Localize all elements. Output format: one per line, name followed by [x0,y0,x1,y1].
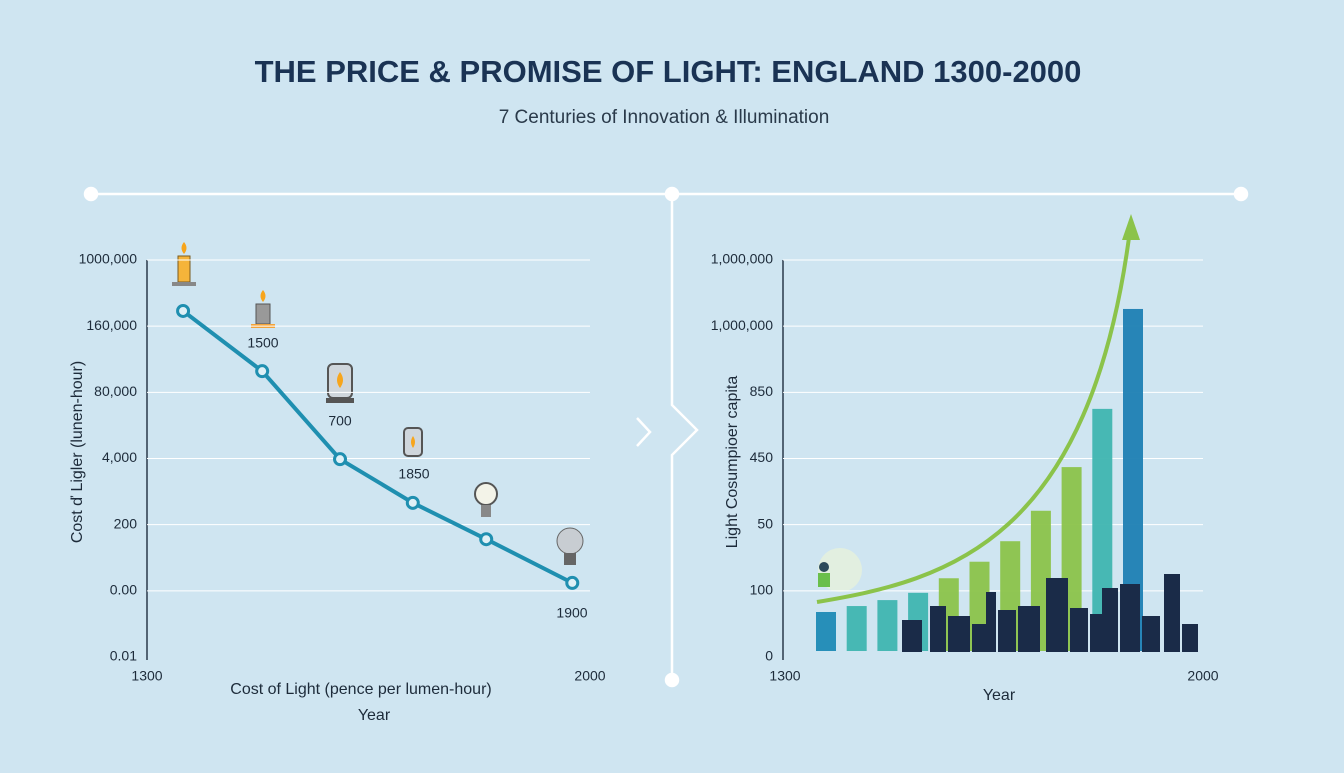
building [1120,584,1140,652]
point [565,575,580,590]
building [948,616,970,652]
building [1090,614,1102,652]
building [1018,606,1040,652]
x-axis-label: Cost of Light (pence per lumen-hour) [230,681,491,698]
building [1046,578,1068,652]
trend-arrow [816,229,1132,604]
y-tick-label: 450 [750,449,774,465]
building [1102,588,1118,652]
bar [816,612,836,651]
bar [846,606,867,651]
building [1070,608,1088,652]
x-axis-label: Year [358,707,391,724]
annotation: 1850 [398,466,429,482]
y-tick-label: 160,000 [86,317,137,333]
skyline [902,574,1198,652]
point [176,303,191,318]
icons [172,242,862,592]
building [1182,624,1198,652]
building [998,610,1016,652]
bar [1123,308,1143,651]
bar [877,600,898,651]
annotation: 1900 [556,605,587,621]
annotation: 700 [328,413,352,429]
divider [83,186,1249,688]
x-tick-label: 2000 [574,668,605,684]
x-axis-label: Year [983,687,1016,704]
building [1142,616,1160,652]
building [986,592,996,652]
x-tick-label: 2000 [1187,668,1218,684]
y-axis-label: Light Cosumpioer capita [724,376,741,549]
point [333,452,348,467]
y-tick-label: 50 [757,515,773,531]
y-tick-label: 1000,000 [79,251,138,267]
point [255,364,270,379]
line [181,309,574,585]
x-tick-label: 1300 [769,668,800,684]
y-tick-label: 850 [750,383,774,399]
arrow-head [1122,214,1140,240]
point [479,532,494,547]
y-tick-label: 0.01 [110,648,137,664]
y-axis-label: Cost ď Ligler (lunen-hour) [69,361,86,543]
y-tick-label: 100 [750,582,774,598]
title: THE PRICE & PROMISE OF LIGHT: ENGLAND 13… [255,54,1082,89]
building [930,606,946,652]
building [902,620,922,652]
y-tick-label: 0.00 [110,582,137,598]
y-tick-label: 1,000,000 [711,317,773,333]
y-tick-label: 4,000 [102,449,137,465]
x-tick-label: 1300 [131,668,162,684]
building [972,624,986,652]
y-tick-label: 1,000,000 [711,251,773,267]
y-tick-label: 80,000 [94,383,137,399]
building [1164,574,1180,652]
y-tick-label: 200 [114,515,138,531]
y-tick-label: 0 [765,648,773,664]
subtitle: 7 Centuries of Innovation & Illumination [499,107,830,128]
point [405,495,420,510]
annotation: 1500 [247,335,278,351]
